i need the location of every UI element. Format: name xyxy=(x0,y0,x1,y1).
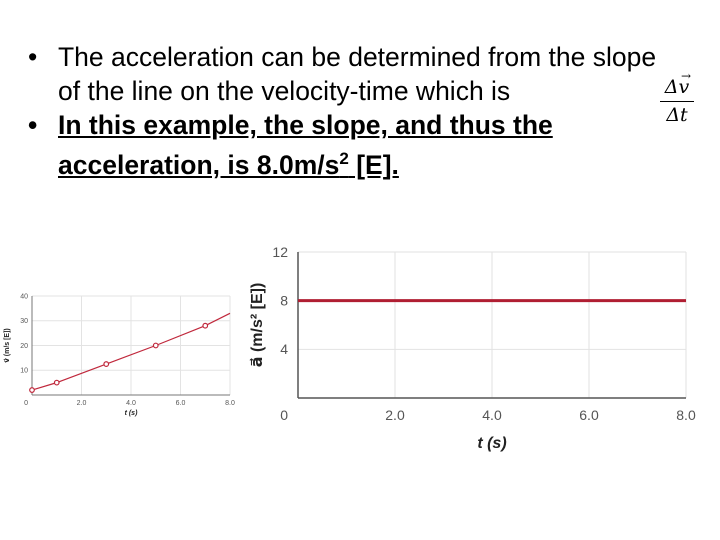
x-tick-label: 4.0 xyxy=(126,400,136,407)
bullet-2-text: In this example, the slope, and thus the… xyxy=(58,110,553,180)
x-tick-label: 2.0 xyxy=(385,407,405,423)
data-point-marker xyxy=(29,387,35,393)
x-axis-label: t (s) xyxy=(125,410,139,417)
bullet-1: • The acceleration can be determined fro… xyxy=(28,40,668,108)
bullet-dot: • xyxy=(28,42,38,72)
y-tick-label: 4 xyxy=(280,341,288,357)
formula-numerator: → Δv xyxy=(660,69,694,102)
bullet-dot: • xyxy=(28,110,38,140)
formula-numerator-text: Δv xyxy=(664,76,690,98)
x-tick-label: 6.0 xyxy=(579,407,599,423)
x-tick-label: 4.0 xyxy=(482,407,502,423)
bullet-1-text: The acceleration can be determined from … xyxy=(58,42,657,106)
x-tick-label: 8.0 xyxy=(225,400,235,407)
y-tick-label: 12 xyxy=(272,244,288,260)
y-axis-label: a⃗ (m/s² [E]) xyxy=(249,283,266,368)
y-tick-label: 30 xyxy=(20,318,28,325)
data-point-marker xyxy=(103,361,110,367)
bullet-2: • In this example, the slope, and thus t… xyxy=(28,108,668,182)
x-axis-label: t (s) xyxy=(477,435,506,452)
y-tick-label: 20 xyxy=(20,343,28,350)
bullet-2-superscript: 2 xyxy=(339,149,349,168)
y-tick-label: 40 xyxy=(20,293,28,300)
bullet-list: • The acceleration can be determined fro… xyxy=(28,40,668,182)
delta-v-over-delta-t-formula: → Δv Δt xyxy=(660,69,694,128)
x-tick-label: 6.0 xyxy=(176,400,186,407)
y-axis-label: v⃗ (m/s [E]) xyxy=(3,328,11,363)
origin-tick-label: 0 xyxy=(280,407,288,423)
formula-denominator: Δt xyxy=(666,104,688,126)
data-point-marker xyxy=(202,322,209,329)
x-tick-label: 2.0 xyxy=(77,400,87,407)
data-point-marker xyxy=(53,379,60,386)
x-tick-label: 8.0 xyxy=(676,407,696,423)
vector-arrow-icon: → xyxy=(680,69,691,83)
y-tick-label: 8 xyxy=(280,293,288,309)
series-line xyxy=(31,312,231,391)
origin-tick-label: 0 xyxy=(24,400,28,407)
bullet-2-suffix: [E]. xyxy=(348,149,399,180)
data-point-marker xyxy=(152,342,159,349)
y-tick-label: 10 xyxy=(20,368,28,375)
